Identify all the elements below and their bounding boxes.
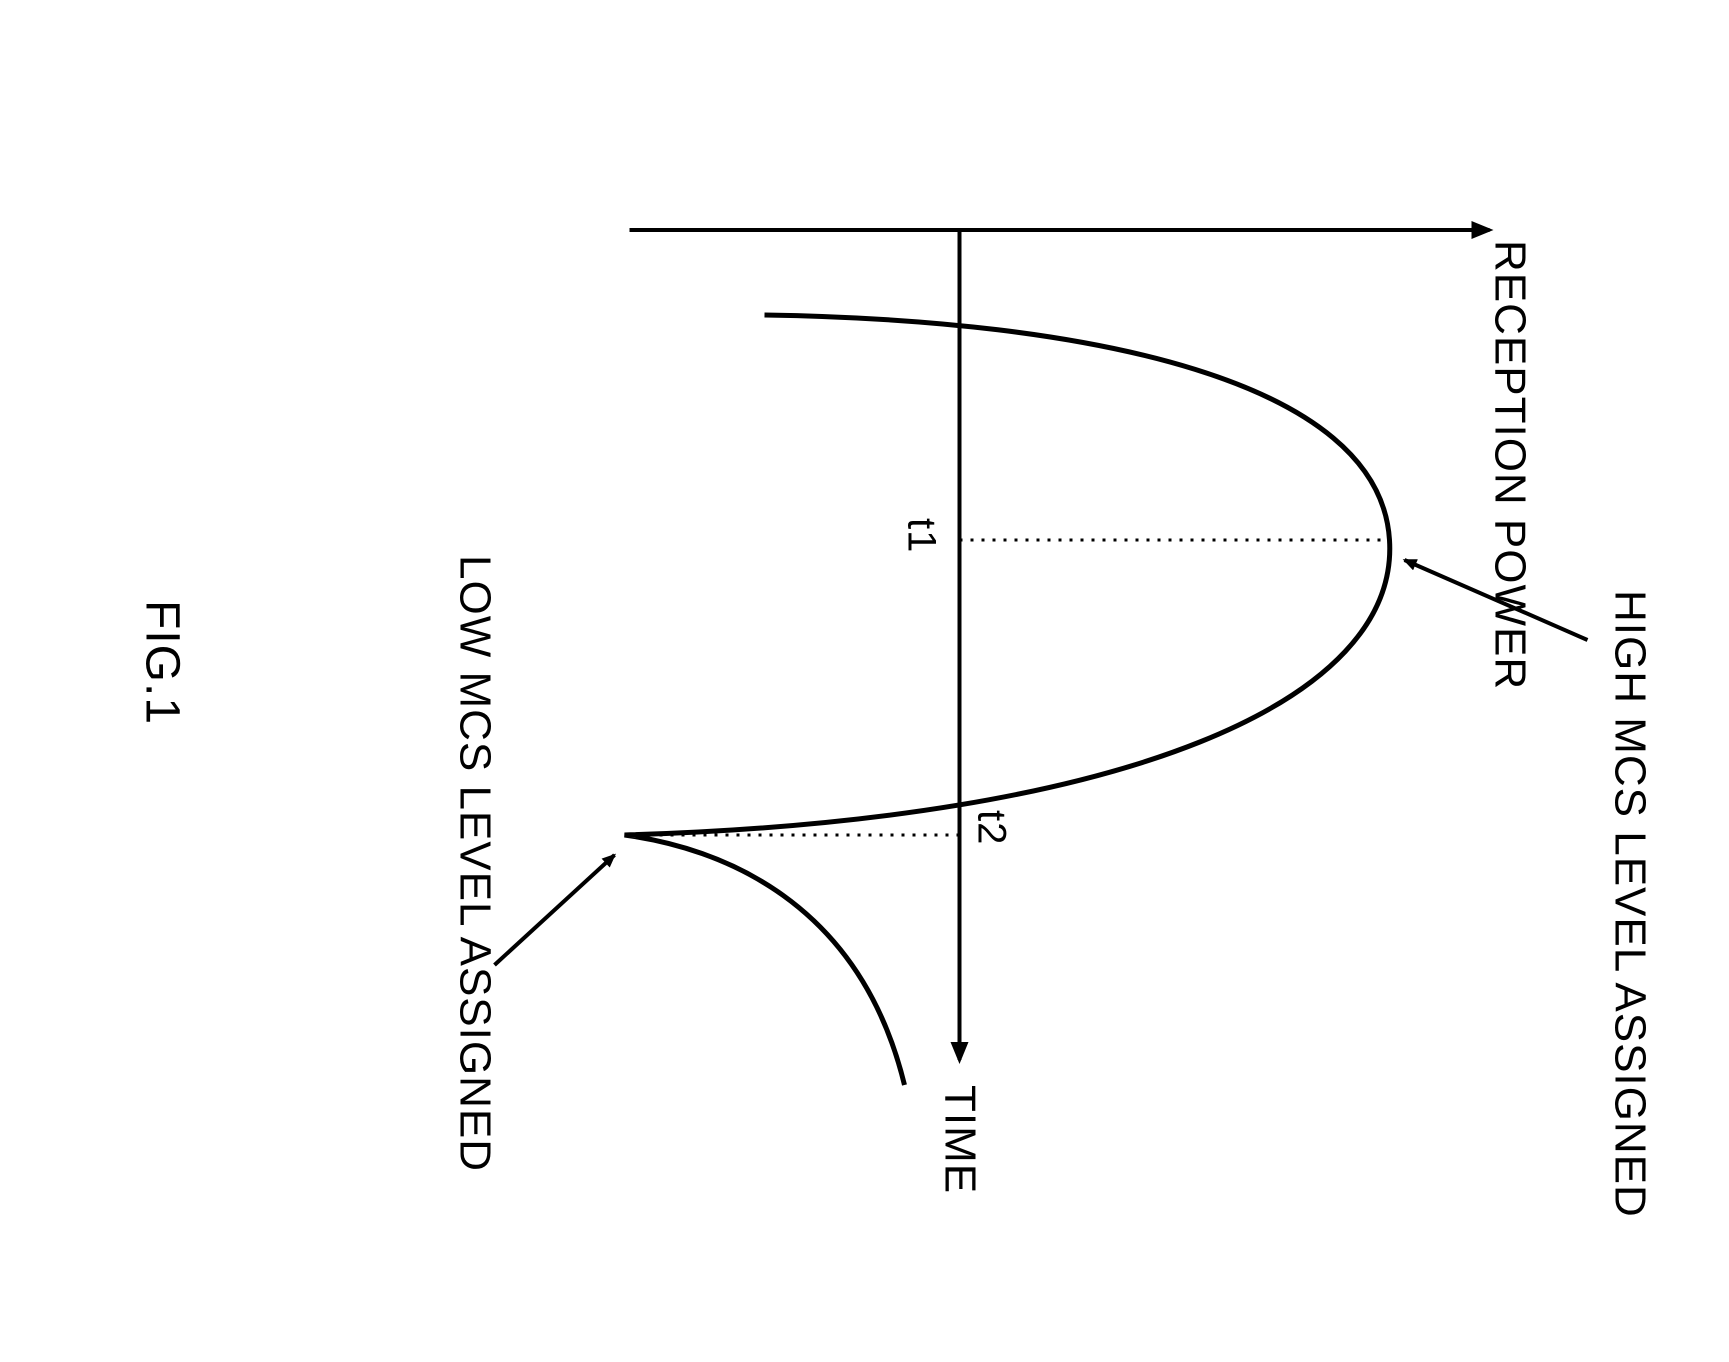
x-axis-label: TIME <box>934 1085 984 1194</box>
reception-power-curve <box>624 315 1389 1085</box>
t2-label: t2 <box>968 810 1013 845</box>
low-mcs-label: LOW MCS LEVEL ASSIGNED <box>449 555 499 1172</box>
mcs-assignment-figure: HIGH MCS LEVEL ASSIGNED RECEPTION POWER … <box>0 0 1729 1362</box>
y-axis-label: RECEPTION POWER <box>1484 240 1534 690</box>
low-mcs-arrow <box>494 855 614 965</box>
t1-label: t1 <box>898 518 943 553</box>
figure-caption: FIG.1 <box>134 600 189 725</box>
high-mcs-label: HIGH MCS LEVEL ASSIGNED <box>1604 590 1654 1218</box>
diagram-svg <box>0 0 1729 1362</box>
